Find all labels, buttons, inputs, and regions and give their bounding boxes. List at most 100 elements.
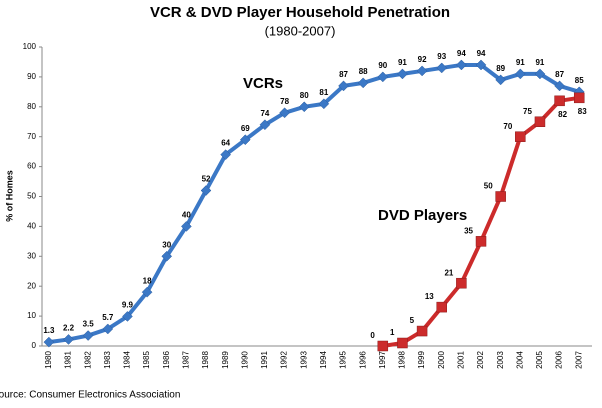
data-label: 94 — [457, 49, 466, 58]
y-tick-label: 30 — [27, 251, 36, 260]
x-tick-label: 1994 — [319, 351, 328, 369]
chart-subtitle: (1980-2007) — [265, 23, 336, 38]
data-label: 74 — [260, 109, 269, 118]
x-tick-label: 1997 — [378, 351, 387, 369]
data-point — [475, 59, 487, 71]
y-tick-label: 0 — [32, 341, 37, 350]
y-tick-label: 10 — [27, 311, 36, 320]
x-tick-label: 1998 — [398, 351, 407, 369]
x-tick-label: 1996 — [358, 351, 367, 369]
x-tick-label: 1993 — [299, 351, 308, 369]
x-tick-label: 2006 — [555, 351, 564, 369]
data-point — [573, 92, 585, 104]
data-label: 9.9 — [122, 301, 134, 310]
chart-title: VCR & DVD Player Household Penetration — [150, 4, 450, 21]
data-label: 87 — [339, 70, 348, 79]
data-point — [141, 286, 153, 298]
data-label: 2.2 — [63, 324, 75, 333]
data-point — [239, 134, 251, 146]
data-point — [259, 119, 271, 131]
data-label: 5 — [410, 316, 415, 325]
y-axis-label: % of Homes — [4, 170, 14, 222]
data-label: 88 — [359, 67, 368, 76]
data-point — [377, 340, 389, 352]
data-point — [298, 101, 310, 113]
data-point — [436, 62, 448, 74]
data-point — [456, 277, 467, 289]
data-label: 87 — [555, 70, 564, 79]
x-tick-label: 1987 — [181, 351, 190, 369]
x-tick-label: 2004 — [515, 351, 524, 369]
x-tick-label: 1989 — [221, 351, 230, 369]
data-label: 93 — [437, 52, 446, 61]
data-label: 21 — [444, 268, 453, 277]
data-label: 1 — [390, 328, 395, 337]
data-label: 82 — [558, 110, 567, 119]
y-tick-label: 20 — [27, 281, 36, 290]
data-point — [377, 71, 389, 83]
x-tick-label: 2002 — [476, 351, 485, 369]
data-label: 30 — [162, 240, 171, 249]
data-label: 91 — [535, 58, 544, 67]
data-point — [43, 336, 55, 348]
x-tick-label: 2005 — [535, 351, 544, 369]
data-point — [416, 65, 428, 77]
data-point — [456, 59, 467, 71]
data-point — [475, 236, 487, 247]
data-label: 35 — [464, 226, 473, 235]
data-label: 80 — [300, 91, 309, 100]
data-point — [534, 68, 546, 80]
data-point — [181, 221, 192, 232]
x-tick-label: 1988 — [201, 351, 210, 369]
x-tick-label: 1995 — [339, 351, 348, 369]
series-annotation: VCRs — [243, 75, 283, 92]
data-label: 92 — [418, 55, 427, 64]
data-point — [436, 301, 447, 313]
data-point — [495, 191, 506, 202]
data-label: 40 — [182, 211, 191, 220]
data-point — [200, 185, 212, 196]
x-tick-label: 1986 — [162, 351, 171, 369]
data-point — [534, 116, 546, 127]
data-label: 91 — [398, 58, 407, 67]
x-tick-label: 2001 — [456, 351, 465, 369]
x-tick-label: 1999 — [417, 351, 426, 369]
data-point — [514, 68, 526, 80]
y-tick-label: 70 — [27, 132, 36, 141]
data-label: 5.7 — [102, 313, 114, 322]
data-label: 83 — [578, 107, 587, 116]
data-point — [82, 330, 94, 341]
data-label: 81 — [319, 88, 328, 97]
x-tick-label: 1982 — [83, 351, 92, 369]
data-label: 78 — [280, 97, 289, 106]
data-label: 18 — [143, 276, 152, 285]
data-point — [279, 107, 290, 119]
y-tick-label: 80 — [27, 102, 36, 111]
data-label: 85 — [575, 76, 584, 85]
data-point — [357, 77, 369, 89]
data-label: 3.5 — [83, 320, 95, 329]
data-label: 90 — [378, 61, 387, 70]
x-tick-label: 1984 — [123, 351, 132, 369]
data-point — [515, 131, 526, 142]
y-tick-label: 40 — [27, 222, 36, 231]
data-label: 64 — [221, 139, 230, 148]
y-tick-label: 50 — [27, 192, 36, 201]
data-label: 0 — [370, 331, 375, 340]
series-line — [48, 62, 580, 345]
x-tick-label: 2000 — [437, 351, 446, 369]
x-tick-label: 1992 — [280, 351, 289, 369]
data-label: 1.3 — [43, 326, 55, 335]
data-label: 50 — [484, 182, 493, 191]
data-label: 13 — [425, 292, 434, 301]
data-point — [102, 323, 114, 335]
y-tick-label: 90 — [27, 72, 36, 81]
data-point — [220, 149, 232, 160]
series-annotation: DVD Players — [378, 207, 467, 224]
y-tick-label: 100 — [23, 42, 37, 51]
x-tick-label: 1983 — [103, 351, 112, 369]
data-label: 94 — [477, 49, 486, 58]
data-point — [318, 98, 330, 110]
data-label: 70 — [503, 122, 512, 131]
